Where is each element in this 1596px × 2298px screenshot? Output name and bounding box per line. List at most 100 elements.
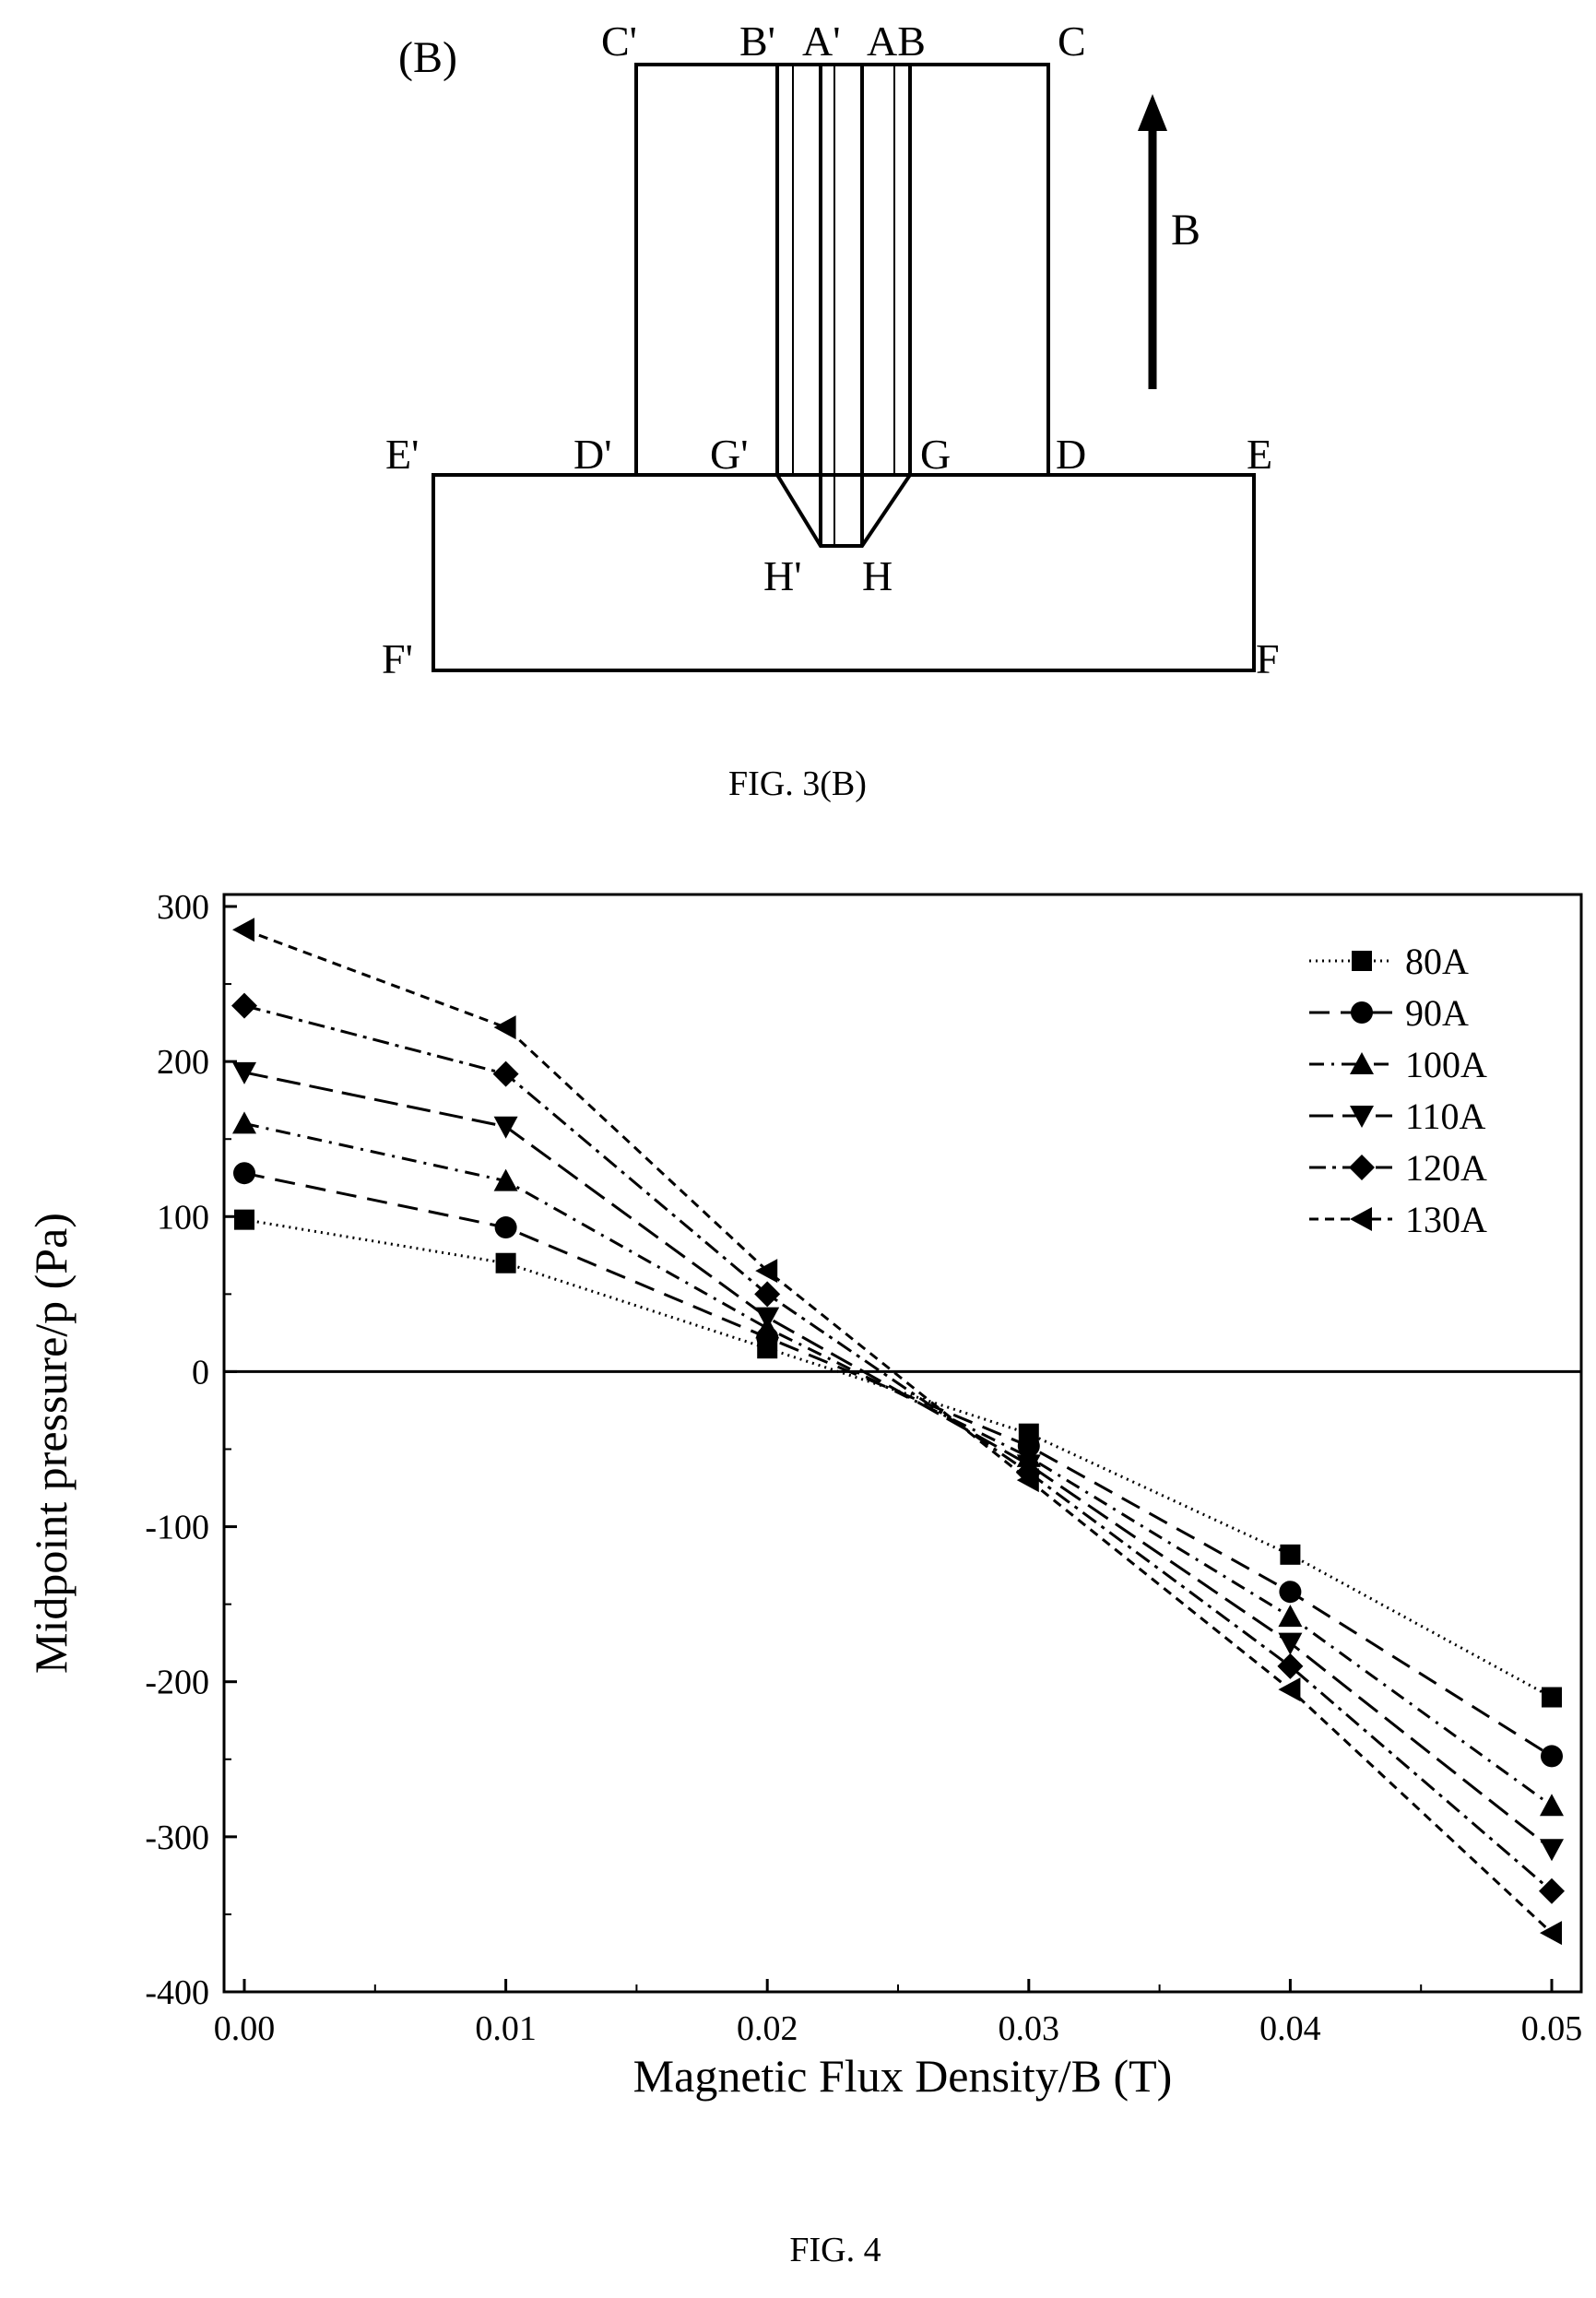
legend-130a-marker bbox=[1350, 1207, 1372, 1231]
series-130a-point bbox=[493, 1015, 516, 1040]
legend-130a-label: 130A bbox=[1405, 1199, 1487, 1240]
label-h-prime: H' bbox=[763, 552, 802, 599]
series-100a-point bbox=[1540, 1794, 1564, 1817]
series-90a-point bbox=[1279, 1581, 1302, 1604]
label-b-prime: B' bbox=[739, 18, 775, 65]
series-130a-point bbox=[1016, 1468, 1039, 1493]
series-80a-line bbox=[243, 1218, 1553, 1699]
series-120a-line bbox=[243, 1004, 1553, 1892]
series-130a-point bbox=[232, 918, 254, 942]
series-130a-point bbox=[1540, 1921, 1562, 1946]
y-tick-label: -100 bbox=[145, 1509, 209, 1547]
legend-90a-label: 90A bbox=[1405, 992, 1469, 1034]
base-plate bbox=[432, 473, 1256, 672]
x-tick-label: 0.05 bbox=[1521, 2009, 1583, 2048]
x-tick-label: 0.01 bbox=[475, 2009, 537, 2048]
legend-130a: 130A bbox=[1309, 1199, 1487, 1240]
series-120a-point bbox=[754, 1281, 781, 1308]
series-110a-point bbox=[1540, 1839, 1564, 1862]
label-d: D bbox=[1056, 431, 1086, 478]
figure-4-chart: 0.00 0.01 0.02 0.03 0.04 0.05 300 200 100 0 -100 -… bbox=[25, 888, 1583, 2102]
y-tick-label: -300 bbox=[145, 1818, 209, 1857]
label-d-prime: D' bbox=[573, 431, 612, 478]
label-f: F bbox=[1256, 635, 1280, 682]
series-100a-point bbox=[1278, 1605, 1303, 1628]
legend-120a-label: 120A bbox=[1405, 1147, 1487, 1189]
label-h: H bbox=[862, 552, 893, 599]
plot-frame bbox=[222, 893, 1583, 1994]
legend: 80A 90A 100A 110A 120A 130A bbox=[1309, 941, 1487, 1240]
legend-110a-marker bbox=[1350, 1106, 1374, 1128]
series-130a bbox=[232, 918, 1562, 1946]
upper-electrode-body bbox=[634, 63, 1050, 477]
y-tick-label: -400 bbox=[145, 1973, 209, 2012]
y-tick-label: -200 bbox=[145, 1664, 209, 1702]
series-120a-point bbox=[492, 1060, 519, 1087]
legend-80a: 80A bbox=[1309, 941, 1469, 982]
series-120a bbox=[231, 992, 1565, 1904]
series-130a-point bbox=[1278, 1677, 1301, 1702]
figure-3b-caption: FIG. 3(B) bbox=[728, 764, 867, 803]
series-90a-point bbox=[1541, 1745, 1563, 1768]
x-tick-label: 0.02 bbox=[737, 2009, 798, 2048]
y-tick-label: 100 bbox=[157, 1198, 209, 1237]
y-tick-label: 0 bbox=[192, 1353, 209, 1392]
legend-80a-label: 80A bbox=[1405, 941, 1469, 982]
series-90a-point bbox=[494, 1216, 517, 1239]
label-e-prime: E' bbox=[385, 431, 419, 478]
series-80a-point bbox=[1280, 1544, 1301, 1565]
x-tick-label: 0.04 bbox=[1259, 2009, 1321, 2048]
series-90a-line bbox=[243, 1171, 1553, 1758]
series-130a-line bbox=[243, 928, 1554, 1935]
label-ab: AB bbox=[867, 18, 926, 65]
label-c: C bbox=[1058, 18, 1086, 65]
figure-3b-schematic: (B) B C' B' A' AB C E' D' G' G D E H' H … bbox=[382, 18, 1280, 682]
x-tick-label: 0.03 bbox=[999, 2009, 1060, 2048]
series-110a bbox=[232, 1061, 1564, 1862]
panel-label: (B) bbox=[398, 33, 457, 82]
label-c-prime: C' bbox=[601, 18, 637, 65]
legend-100a-marker bbox=[1350, 1052, 1374, 1074]
series-80a-point bbox=[1542, 1687, 1562, 1708]
y-axis-title: Midpoint pressure/p (Pa) bbox=[25, 1213, 77, 1674]
series-110a-point bbox=[493, 1116, 518, 1139]
series-120a-point bbox=[1539, 1877, 1565, 1904]
series-100a-line bbox=[243, 1121, 1553, 1807]
x-axis: 0.00 0.01 0.02 0.03 0.04 0.05 bbox=[214, 1979, 1583, 2048]
series-90a bbox=[233, 1162, 1563, 1768]
molten-pool-trapezoid bbox=[775, 473, 912, 548]
series-80a-point bbox=[234, 1209, 254, 1230]
label-g: G bbox=[920, 431, 951, 478]
series-layer bbox=[231, 918, 1565, 1946]
label-g-prime: G' bbox=[710, 431, 749, 478]
legend-100a-label: 100A bbox=[1405, 1044, 1487, 1085]
series-80a bbox=[234, 1209, 1562, 1708]
figure-4-caption: FIG. 4 bbox=[789, 2231, 881, 2269]
legend-120a-marker bbox=[1349, 1155, 1375, 1180]
series-80a-point bbox=[495, 1252, 516, 1273]
label-e: E bbox=[1247, 431, 1272, 478]
series-110a-point bbox=[1278, 1632, 1303, 1655]
legend-110a-label: 110A bbox=[1405, 1096, 1486, 1137]
legend-120a: 120A bbox=[1309, 1147, 1487, 1189]
series-120a-point bbox=[231, 992, 257, 1019]
legend-90a: 90A bbox=[1309, 992, 1469, 1034]
y-tick-label: 300 bbox=[157, 888, 209, 927]
series-110a-point bbox=[232, 1061, 256, 1084]
y-tick-label: 200 bbox=[157, 1043, 209, 1082]
series-100a-point bbox=[232, 1111, 256, 1134]
series-130a-point bbox=[755, 1259, 778, 1284]
series-110a-point bbox=[755, 1307, 780, 1330]
field-arrow-head-icon bbox=[1138, 94, 1167, 131]
series-90a-point bbox=[233, 1162, 255, 1185]
legend-80a-marker bbox=[1352, 951, 1372, 971]
legend-90a-marker bbox=[1351, 1001, 1373, 1024]
series-120a-point bbox=[1277, 1652, 1304, 1679]
y-axis: 300 200 100 0 -100 -200 -300 -400 bbox=[145, 888, 237, 2012]
series-100a-point bbox=[493, 1168, 518, 1191]
legend-100a: 100A bbox=[1309, 1044, 1487, 1085]
label-f-prime: F' bbox=[382, 635, 413, 682]
legend-110a: 110A bbox=[1309, 1096, 1486, 1137]
x-axis-title: Magnetic Flux Density/B (T) bbox=[633, 2050, 1173, 2102]
label-a-prime: A' bbox=[802, 18, 841, 65]
